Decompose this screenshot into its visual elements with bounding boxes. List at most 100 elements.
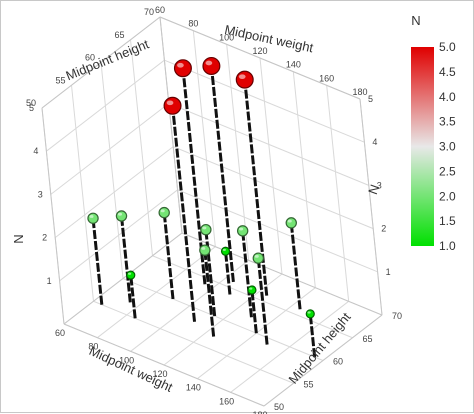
- tick-label-weight-back: 80: [188, 19, 198, 29]
- tick-label-height-front: 70: [392, 311, 402, 321]
- tick-label-n-right: 3: [377, 180, 382, 190]
- floor-gridline: [122, 278, 324, 361]
- axis-title-height-back: Midpoint height: [64, 36, 152, 83]
- tick-label-n-right: 2: [381, 224, 386, 234]
- needle-stem: [209, 65, 235, 283]
- tick-label-height-front: 65: [363, 334, 373, 344]
- back-gridline: [259, 57, 283, 275]
- marker-highlight: [239, 227, 244, 231]
- data-point-marker: [126, 270, 136, 280]
- needle-stem: [203, 250, 216, 337]
- data-point-marker: [285, 217, 297, 229]
- needle-stem: [289, 222, 302, 310]
- legend-tick-label: 1.5: [439, 214, 456, 228]
- color-legend: N 1.0 1.5 2.0 2.5 3.0 3.5 4.0 4.5 5.0: [411, 13, 456, 253]
- tick-label-weight-back: 180: [352, 87, 367, 97]
- legend-tick-label: 4.0: [439, 90, 456, 104]
- box-edge: [41, 107, 65, 325]
- tick-label-n-left: 3: [38, 189, 43, 199]
- tick-label-weight-front: 60: [55, 328, 65, 338]
- axis-title-n-left: N: [11, 234, 26, 243]
- needle-stem: [91, 218, 104, 305]
- needle-stem: [204, 229, 217, 317]
- tick-label-weight-front: 100: [119, 355, 134, 365]
- legend-tick-label: 2.5: [439, 164, 456, 178]
- back-gridline: [326, 85, 350, 302]
- back-gridline: [226, 44, 250, 261]
- back-gridline: [164, 59, 365, 143]
- tick-label-n-left: 2: [42, 233, 47, 243]
- tick-label-n-left: 5: [29, 103, 34, 113]
- data-point-marker: [163, 96, 182, 115]
- tick-label-n-right: 5: [368, 94, 373, 104]
- tick-labels: 6060808010010012012014014016016018018050…: [26, 5, 402, 414]
- box-edge: [41, 16, 161, 109]
- left-gridline: [59, 189, 178, 282]
- needle-stem: [162, 212, 175, 300]
- back-gridline: [177, 189, 378, 273]
- tick-label-weight-back: 120: [252, 46, 267, 56]
- box-edge: [159, 16, 361, 100]
- data-point-marker: [200, 223, 212, 236]
- box-edge: [181, 232, 383, 316]
- tick-label-weight-front: 140: [186, 383, 201, 393]
- needle-stem: [129, 274, 137, 319]
- needle-stem: [308, 313, 317, 358]
- data-point-marker: [236, 225, 249, 237]
- tick-label-weight-front: 120: [152, 369, 167, 379]
- marker-highlight: [117, 212, 123, 216]
- legend-tick-label: 1.0: [439, 239, 456, 253]
- tick-label-height-front: 50: [274, 402, 284, 412]
- legend-tick-label: 3.0: [439, 140, 456, 154]
- legend-tick-label: 4.5: [439, 65, 456, 79]
- marker-highlight: [307, 311, 311, 314]
- tick-label-weight-back: 60: [155, 5, 165, 15]
- box-edge: [159, 16, 183, 234]
- data-point-marker: [252, 252, 264, 264]
- axis-title-height-front: Midpoint height: [285, 309, 353, 386]
- data-point-marker: [202, 56, 221, 75]
- data-point-marker: [199, 244, 211, 256]
- box-edge: [63, 323, 265, 407]
- tick-label-height-back: 65: [114, 30, 124, 40]
- tick-label-n-right: 1: [386, 267, 391, 277]
- tick-label-weight-back: 160: [319, 73, 334, 83]
- tick-label-height-back: 55: [55, 75, 65, 85]
- marker-highlight: [287, 219, 292, 223]
- marker-layer: [87, 56, 315, 319]
- left-gridline: [54, 146, 174, 238]
- needle-stem: [241, 230, 253, 318]
- axis-title-weight-back: Midpoint weight: [223, 22, 315, 56]
- tick-label-height-back: 60: [85, 53, 95, 63]
- tick-label-weight-front: 80: [88, 342, 98, 352]
- marker-highlight: [254, 254, 259, 258]
- data-point-marker: [247, 285, 257, 295]
- left-gridline: [50, 103, 170, 195]
- needle-stem: [120, 215, 132, 303]
- tick-label-n-left: 4: [33, 146, 38, 156]
- data-point-marker: [87, 212, 99, 224]
- tick-label-height-back: 50: [26, 98, 36, 108]
- marker-highlight: [202, 226, 207, 230]
- tick-label-weight-front: 180: [252, 410, 267, 414]
- marker-highlight: [205, 60, 213, 66]
- marker-highlight: [238, 74, 246, 80]
- tick-label-height-front: 55: [304, 379, 314, 389]
- needle-stem: [250, 289, 258, 334]
- left-gridline: [130, 39, 153, 256]
- box-edge: [63, 232, 183, 325]
- data-point-marker: [158, 206, 170, 219]
- tick-label-height-back: 70: [144, 7, 154, 17]
- left-gridline: [71, 85, 94, 302]
- box-edges: [41, 16, 383, 407]
- legend-color-bar: [411, 47, 434, 246]
- back-gridline: [292, 71, 316, 288]
- data-point-marker: [305, 309, 315, 319]
- tick-label-weight-front: 160: [219, 396, 234, 406]
- marker-highlight: [249, 287, 253, 290]
- tick-label-weight-back: 140: [286, 60, 301, 70]
- marker-highlight: [201, 246, 206, 250]
- box-edge: [359, 98, 383, 316]
